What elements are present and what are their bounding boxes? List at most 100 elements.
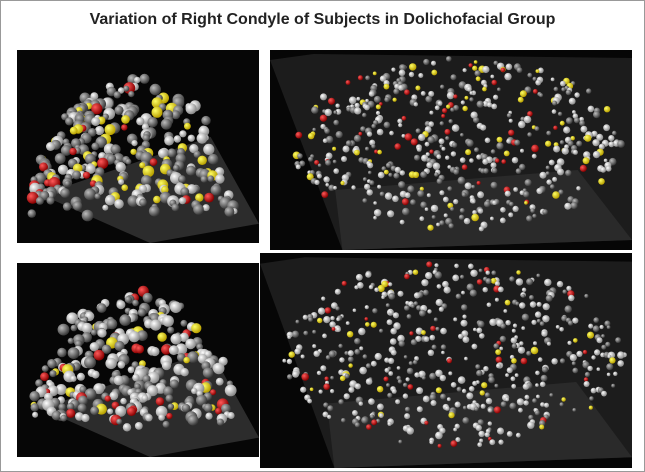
sphere <box>328 184 335 191</box>
sphere <box>506 367 513 374</box>
sphere <box>398 340 405 347</box>
sphere <box>570 136 575 141</box>
sphere <box>413 301 418 306</box>
sphere <box>116 300 126 310</box>
sphere <box>509 402 517 410</box>
sphere <box>295 319 300 324</box>
sphere <box>477 208 484 214</box>
sphere <box>436 154 442 160</box>
sphere <box>142 134 150 142</box>
sphere <box>460 319 468 327</box>
sphere <box>478 430 485 438</box>
sphere <box>110 144 121 155</box>
sphere <box>121 124 128 131</box>
sphere <box>142 292 153 303</box>
sphere <box>423 336 430 342</box>
sphere <box>425 95 433 103</box>
sphere <box>423 58 430 66</box>
sphere <box>407 384 414 390</box>
sphere <box>469 91 474 95</box>
sphere <box>401 198 409 206</box>
sphere <box>553 125 558 130</box>
sphere <box>389 130 394 136</box>
sphere <box>368 284 374 290</box>
sphere <box>472 65 478 71</box>
sphere <box>297 153 303 159</box>
sphere <box>96 303 107 313</box>
sphere <box>375 418 381 424</box>
sphere <box>78 395 88 406</box>
sphere <box>150 319 162 331</box>
sphere <box>184 122 191 130</box>
sphere <box>121 184 128 191</box>
sphere <box>227 412 235 419</box>
sphere <box>367 162 374 169</box>
sphere <box>434 172 439 177</box>
sphere <box>491 79 497 86</box>
sphere <box>365 98 369 103</box>
sphere <box>566 285 572 291</box>
sphere <box>494 281 500 287</box>
sphere <box>592 139 600 147</box>
sphere <box>164 135 175 146</box>
sphere <box>123 85 130 92</box>
sphere <box>365 363 371 369</box>
sphere <box>439 220 445 226</box>
sphere <box>408 361 413 366</box>
sphere <box>84 356 96 369</box>
sphere <box>608 135 615 142</box>
sphere <box>312 344 317 349</box>
sphere <box>128 331 140 343</box>
sphere <box>527 111 533 117</box>
sphere <box>201 115 211 126</box>
sphere <box>373 95 381 103</box>
sphere <box>359 366 367 375</box>
sphere <box>93 349 105 361</box>
sphere <box>437 443 442 448</box>
sphere <box>330 316 335 321</box>
sphere <box>196 343 204 351</box>
sphere <box>533 341 537 346</box>
sphere <box>191 387 198 395</box>
sphere <box>451 124 460 132</box>
sphere <box>316 370 322 376</box>
sphere <box>105 357 117 370</box>
sphere <box>393 322 401 330</box>
sphere <box>475 424 482 431</box>
sphere <box>348 363 353 368</box>
sphere <box>379 191 385 197</box>
sphere <box>364 183 371 190</box>
sphere <box>404 192 411 199</box>
sphere <box>535 370 540 376</box>
sphere <box>368 398 375 405</box>
sphere <box>523 400 529 406</box>
sphere <box>551 109 557 114</box>
sphere <box>519 341 524 346</box>
sphere <box>81 413 90 423</box>
sphere <box>397 379 403 384</box>
sphere <box>506 431 513 437</box>
sphere <box>598 143 605 150</box>
sphere <box>362 177 367 182</box>
sphere <box>388 282 393 287</box>
sphere <box>526 215 533 222</box>
sphere <box>521 294 526 298</box>
sphere <box>344 373 350 379</box>
sphere <box>160 118 172 130</box>
sphere <box>545 165 550 170</box>
sphere <box>312 329 317 334</box>
sphere <box>374 149 379 154</box>
sphere <box>371 419 377 426</box>
sphere <box>523 191 530 198</box>
sphere <box>486 102 493 108</box>
sphere <box>90 329 98 336</box>
sphere <box>377 403 384 411</box>
sphere <box>51 410 62 421</box>
sphere <box>559 120 565 126</box>
sphere <box>431 344 437 350</box>
sphere <box>561 315 568 322</box>
sphere <box>453 317 458 322</box>
sphere <box>364 104 370 111</box>
sphere <box>559 358 566 364</box>
sphere <box>308 156 314 162</box>
